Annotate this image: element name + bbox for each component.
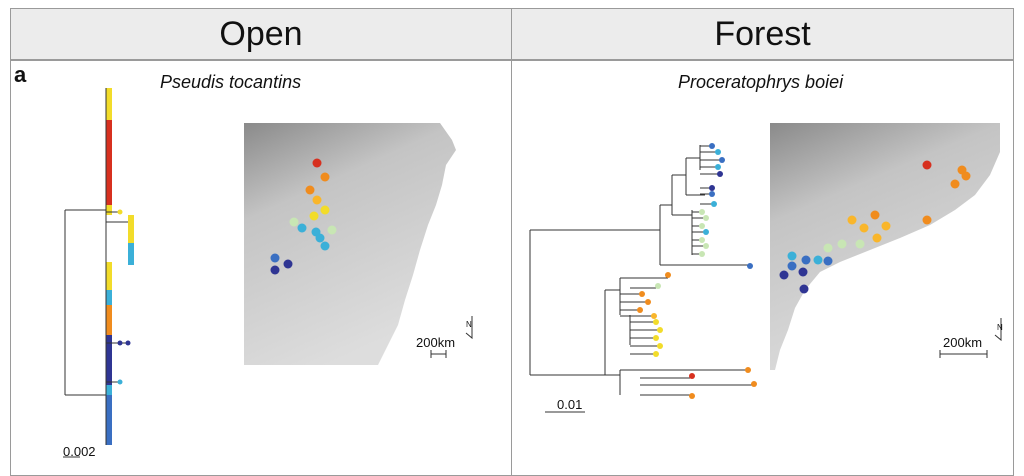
sample-dot <box>305 185 315 195</box>
tip-dot <box>665 272 671 278</box>
tip-dot <box>653 319 659 325</box>
sample-dot <box>823 256 833 266</box>
tip-dot <box>117 209 123 215</box>
tip-dot <box>651 313 657 319</box>
tip-dot <box>745 367 751 373</box>
sample-dot <box>847 215 857 225</box>
header-open: Open <box>10 8 512 60</box>
species-open: Pseudis tocantins <box>160 72 302 92</box>
tip-dot <box>711 201 717 207</box>
map-open <box>244 123 456 365</box>
tip-dot <box>703 215 709 221</box>
tip-dot <box>655 283 661 289</box>
sample-dot <box>870 210 880 220</box>
tip-dot <box>639 291 645 297</box>
sample-dot <box>320 241 330 251</box>
tip-dot <box>719 157 725 163</box>
tree-scale-forest-label: 0.01 <box>557 397 583 412</box>
tip-dot <box>645 299 651 305</box>
sample-dot <box>798 267 808 277</box>
tip-dot <box>125 340 131 346</box>
tip-dot <box>717 171 723 177</box>
sample-dot <box>801 255 811 265</box>
tip-column-segment <box>106 335 112 385</box>
tip-dot <box>715 149 721 155</box>
tip-dot <box>653 335 659 341</box>
sample-dot <box>950 179 960 189</box>
sample-dot <box>813 255 823 265</box>
tree-scale-open-label: 0.002 <box>63 444 96 459</box>
tip-dot <box>653 351 659 357</box>
map-forest <box>770 123 1000 370</box>
tip-dot <box>747 263 753 269</box>
sample-dot <box>823 243 833 253</box>
tip-dot <box>117 340 123 346</box>
header-forest-label: Forest <box>714 14 811 53</box>
sample-dot <box>297 223 307 233</box>
tip-dot <box>751 381 757 387</box>
sample-dot <box>787 251 797 261</box>
sample-dot <box>270 253 280 263</box>
sample-dot <box>312 195 322 205</box>
tip-dot <box>637 307 643 313</box>
tip-column-segment <box>106 120 112 205</box>
sample-dot <box>779 270 789 280</box>
header-forest: Forest <box>511 8 1014 60</box>
tip-column-segment <box>106 290 112 305</box>
sample-dot <box>309 211 319 221</box>
tip-column-segment <box>106 262 112 290</box>
tip-column-segment <box>106 305 112 335</box>
north-arrow-forest <box>994 318 1002 342</box>
map-scale-open-label: 200km <box>416 335 456 350</box>
tip-dot <box>117 379 123 385</box>
sample-dot <box>922 160 932 170</box>
tip-dot <box>703 229 709 235</box>
panel-letter: a <box>14 62 27 87</box>
tip-dot <box>703 243 709 249</box>
tip-dot <box>689 373 695 379</box>
sample-dot <box>859 223 869 233</box>
tip-dot <box>699 237 705 243</box>
sample-dot <box>799 284 809 294</box>
sample-dot <box>320 205 330 215</box>
tip-column-segment <box>106 205 112 215</box>
header-open-label: Open <box>219 14 303 53</box>
tip-dot <box>709 191 715 197</box>
map-scale-forest-label: 200km <box>943 335 983 350</box>
sample-dot <box>270 265 280 275</box>
tip-dot <box>709 143 715 149</box>
tip-column-segment <box>128 243 134 265</box>
tip-dot <box>709 185 715 191</box>
tip-dot <box>699 223 705 229</box>
sample-dot <box>872 233 882 243</box>
species-forest: Proceratophrys boiei <box>678 72 844 92</box>
sample-dot <box>961 171 971 181</box>
tip-column-segment <box>106 88 112 120</box>
sample-dot <box>289 217 299 227</box>
sample-dot <box>315 233 325 243</box>
tip-column-segment <box>106 395 112 445</box>
north-open-label: N <box>466 320 472 329</box>
north-arrow-open <box>465 316 473 340</box>
sample-dot <box>922 215 932 225</box>
sample-dot <box>881 221 891 231</box>
sample-dot <box>283 259 293 269</box>
sample-dot <box>837 239 847 249</box>
tip-column-segment <box>106 385 112 395</box>
tip-column-segment <box>128 215 134 243</box>
sample-dot <box>327 225 337 235</box>
tip-dot <box>715 164 721 170</box>
tip-dot <box>699 209 705 215</box>
tip-dot <box>657 327 663 333</box>
tip-dot <box>689 393 695 399</box>
sample-dot <box>787 261 797 271</box>
sample-dot <box>312 158 322 168</box>
tip-dot <box>699 251 705 257</box>
sample-dot <box>320 172 330 182</box>
sample-dot <box>855 239 865 249</box>
north-forest-label: N <box>997 323 1003 332</box>
tip-dot <box>657 343 663 349</box>
